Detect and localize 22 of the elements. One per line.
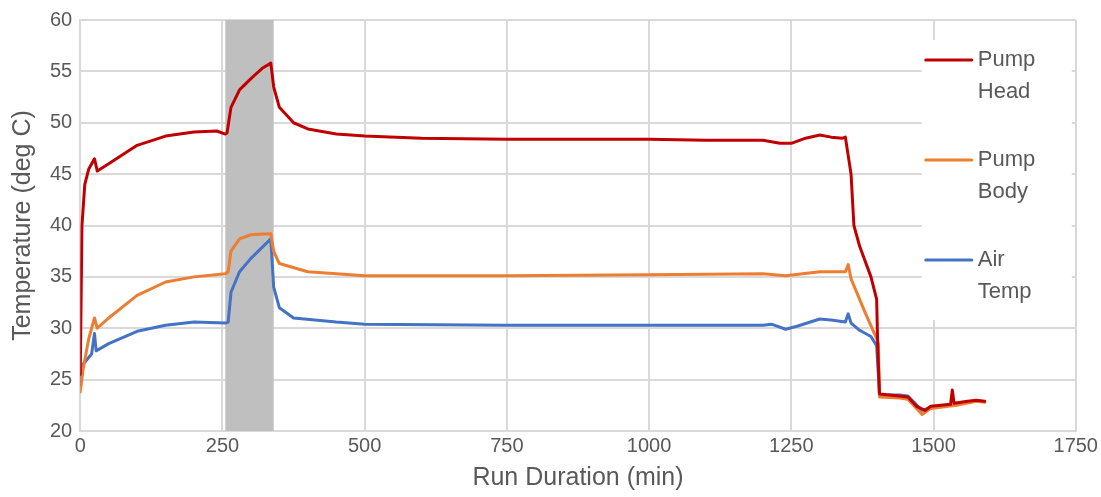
legend-label: Pump Body	[977, 146, 1036, 204]
x-tick-label: 250	[205, 433, 240, 456]
y-tick-label: 30	[50, 315, 73, 338]
x-tick-label: 0	[74, 433, 86, 456]
x-tick-label: 1500	[911, 433, 956, 456]
x-axis-title: Run Duration (min)	[472, 461, 684, 490]
legend-label: Pump Head	[977, 46, 1036, 104]
y-tick-label: 50	[50, 110, 73, 133]
y-tick-label: 25	[50, 367, 73, 390]
y-tick-label: 45	[50, 161, 73, 184]
y-tick-label: 55	[50, 58, 73, 81]
x-tick-label: 1250	[769, 433, 814, 456]
x-tick-label: 750	[490, 433, 524, 456]
y-tick-label: 60	[50, 7, 73, 30]
legend-label: Air Temp	[977, 246, 1032, 304]
y-tick-label: 40	[50, 213, 73, 236]
y-tick-label: 20	[50, 418, 73, 441]
x-tick-label: 1750	[1053, 433, 1098, 456]
y-tick-label: 35	[50, 264, 73, 287]
x-tick-label: 500	[347, 433, 382, 456]
y-axis-title: Temperature (deg C)	[6, 110, 35, 341]
x-tick-label: 1000	[626, 433, 672, 456]
